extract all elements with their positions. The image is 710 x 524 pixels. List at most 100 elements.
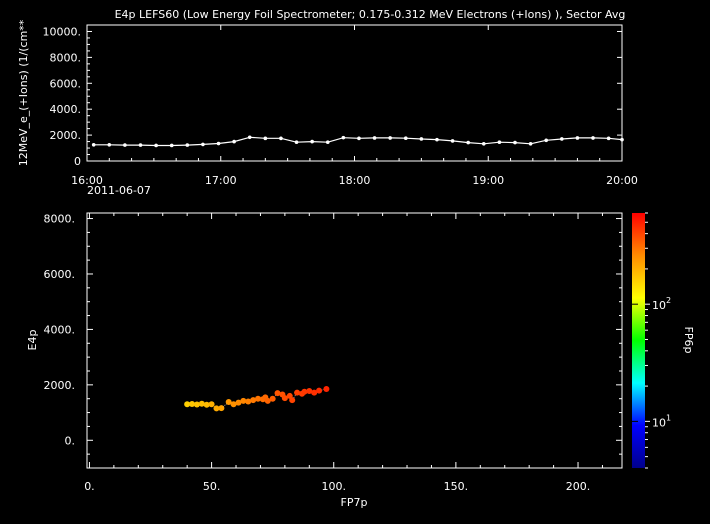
colorbar-tick-exponent: 2 xyxy=(666,296,671,305)
scatter-point xyxy=(306,387,313,394)
top-data-point xyxy=(450,139,455,143)
top-data-point xyxy=(560,137,564,141)
top-data-point xyxy=(544,138,549,143)
bottom-y-tick-label: 4000. xyxy=(44,323,76,336)
scatter-point xyxy=(240,397,247,404)
top-data-point xyxy=(325,140,330,145)
bottom-y-tick-label: 6000. xyxy=(44,268,76,281)
scatter-point xyxy=(301,388,308,395)
top-y-axis-label: 12MeV_e_(+Ions) (1/(cm** xyxy=(17,19,30,166)
top-data-point xyxy=(497,140,502,145)
scatter-point xyxy=(189,400,196,407)
scatter-point xyxy=(208,401,215,408)
scatter-point xyxy=(264,397,271,404)
scatter-point xyxy=(225,399,232,406)
top-data-point xyxy=(466,140,470,145)
scatter-point xyxy=(281,395,288,402)
scatter-point xyxy=(323,386,330,393)
top-data-point xyxy=(575,136,580,140)
bottom-x-ticks: 0. 50. 100. 150. 200. xyxy=(84,213,603,493)
bottom-y-tick-label: 8000. xyxy=(44,213,76,226)
top-x-ticks: 16:00 17:00 18:00 19:00 20:00 xyxy=(71,25,638,187)
top-data-point xyxy=(279,136,283,141)
bottom-x-tick-label: 50. xyxy=(203,480,221,493)
bottom-x-tick-label: 0. xyxy=(84,480,95,493)
top-data-point xyxy=(435,137,439,142)
colorbar-gradient xyxy=(632,213,645,468)
scatter-point xyxy=(245,398,252,405)
scatter-point xyxy=(203,401,210,408)
top-data-point xyxy=(606,136,611,141)
top-y-tick-label: 6000. xyxy=(50,77,82,90)
top-y-tick-label: 0 xyxy=(74,155,81,168)
scatter-point xyxy=(193,401,200,408)
bottom-y-ticks: 0. 2000. 4000. 6000. 8000. xyxy=(44,213,622,469)
top-data-point xyxy=(310,139,314,144)
scatter-point xyxy=(269,395,276,402)
top-x-tick-label: 20:00 xyxy=(606,174,638,187)
bottom-y-tick-label: 2000. xyxy=(44,379,76,392)
top-series xyxy=(91,135,624,148)
top-data-point xyxy=(91,143,96,147)
top-data-point xyxy=(216,141,221,146)
scatter-point xyxy=(316,387,323,394)
top-data-point xyxy=(528,141,533,146)
colorbar-label: FP6p xyxy=(682,327,695,354)
bottom-x-tick-label: 200. xyxy=(566,480,591,493)
top-data-point xyxy=(201,142,205,147)
colorbar-tick-label: 10 xyxy=(652,416,666,429)
top-plot-frame xyxy=(86,24,623,162)
scatter-point xyxy=(230,401,237,408)
top-data-point xyxy=(169,143,174,148)
top-y-tick-label: 4000. xyxy=(50,103,82,116)
top-x-tick-label: 17:00 xyxy=(205,174,237,187)
top-data-point xyxy=(403,136,408,141)
top-data-point xyxy=(154,143,158,148)
top-x-tick-label: 18:00 xyxy=(339,174,371,187)
top-data-point xyxy=(357,136,361,141)
top-data-point xyxy=(419,137,424,141)
top-data-point xyxy=(294,140,299,145)
top-data-point xyxy=(263,136,268,141)
top-data-point xyxy=(107,143,112,147)
top-data-point xyxy=(247,135,252,140)
scatter-point xyxy=(198,400,205,407)
bottom-x-tick-label: 150. xyxy=(444,480,469,493)
scatter-point xyxy=(274,390,281,397)
bottom-y-tick-label: 0. xyxy=(65,434,76,447)
bottom-x-tick-label: 100. xyxy=(321,480,346,493)
top-data-point xyxy=(341,135,346,140)
top-x-date-label: 2011-06-07 xyxy=(87,184,151,197)
scatter-point xyxy=(294,389,301,396)
top-data-point xyxy=(123,143,127,147)
bottom-x-axis-label: FP7p xyxy=(341,496,368,509)
bottom-plot-frame xyxy=(86,212,623,469)
top-data-point xyxy=(388,136,392,140)
top-data-point xyxy=(232,139,236,144)
time-series-panel: E4p LEFS60 (Low Energy Foil Spectrometer… xyxy=(17,8,638,197)
scatter-points xyxy=(184,386,330,412)
top-y-tick-label: 10000. xyxy=(43,25,82,38)
top-y-tick-label: 2000. xyxy=(50,129,82,142)
top-data-point xyxy=(481,141,486,146)
top-data-point xyxy=(185,143,190,147)
scatter-point xyxy=(213,405,220,412)
scatter-point xyxy=(289,397,296,404)
scatter-point xyxy=(184,401,191,408)
scatter-point xyxy=(218,405,225,412)
top-y-ticks: 0 2000. 4000. 6000. 8000. 10000. xyxy=(43,25,622,168)
top-x-tick-label: 16:00 xyxy=(71,174,103,187)
top-x-tick-label: 19:00 xyxy=(472,174,504,187)
top-data-point xyxy=(513,140,517,145)
scatter-point xyxy=(250,397,257,404)
scatter-point xyxy=(235,399,242,406)
colorbar-tick-exponent: 1 xyxy=(666,413,671,422)
scatter-point xyxy=(255,395,262,402)
bottom-y-axis-label: E4p xyxy=(26,330,39,351)
top-data-point xyxy=(620,137,624,142)
top-data-point xyxy=(138,143,143,147)
scatter-point xyxy=(311,389,318,396)
